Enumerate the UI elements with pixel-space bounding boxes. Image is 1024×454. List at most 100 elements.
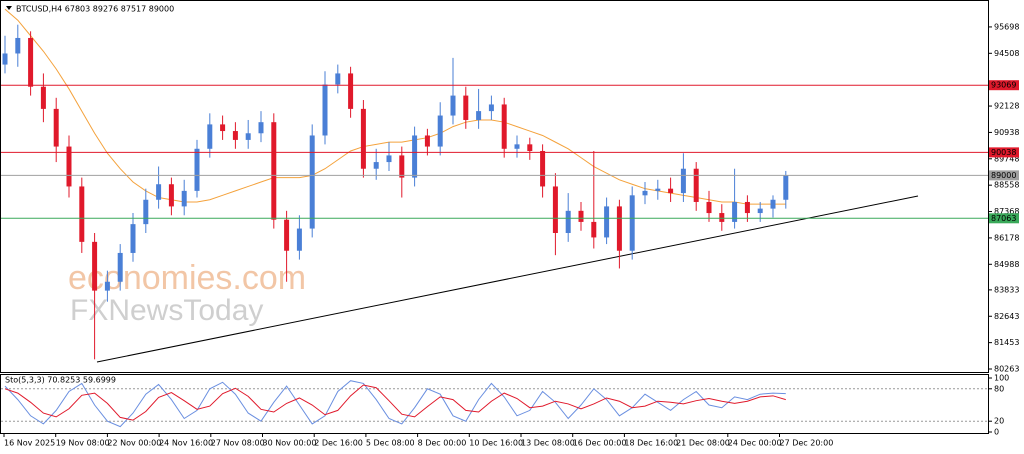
candle-body <box>744 201 750 214</box>
candle-body <box>655 188 661 191</box>
candle-body <box>450 95 456 116</box>
candle-body <box>181 190 187 207</box>
candle-body <box>732 201 738 222</box>
x-tick-label: 24 Dec 00:00 <box>728 439 782 448</box>
x-tick-label: 30 Nov 00:00 <box>263 439 317 448</box>
x-tick-label: 13 Dec 08:00 <box>521 439 575 448</box>
candle-body <box>757 208 763 214</box>
candle-body <box>680 168 686 194</box>
y-tick-label: 88558 <box>994 181 1019 190</box>
x-tick-label: 5 Dec 08:00 <box>366 439 415 448</box>
x-tick-label: 24 Nov 16:00 <box>159 439 213 448</box>
candle-body <box>245 133 251 140</box>
candle-body <box>258 122 264 134</box>
candle-body <box>629 195 635 251</box>
x-tick-label: 27 Nov 08:00 <box>211 439 265 448</box>
y-tick-label: 80263 <box>994 365 1019 374</box>
x-tick-label: 22 Nov 00:00 <box>107 439 161 448</box>
candle-body <box>591 221 597 238</box>
candle-body <box>527 144 533 151</box>
y-tick-label: 83833 <box>994 285 1019 294</box>
candle-body <box>642 190 648 196</box>
stoch-title: Sto(5,3,3) 70.8253 59.6999 <box>5 376 116 385</box>
level-label: 90038 <box>991 148 1016 157</box>
candle-body <box>66 146 72 187</box>
level-label: 87063 <box>991 214 1016 223</box>
candle-body <box>309 135 315 229</box>
y-tick-label: 84988 <box>994 260 1019 269</box>
candle-body <box>79 186 85 242</box>
level-label-bg <box>989 147 1019 158</box>
candle-body <box>463 95 469 120</box>
candle-body <box>117 252 123 282</box>
candle-body <box>386 155 392 163</box>
y-tick-label: 82643 <box>994 312 1019 321</box>
candle-body <box>232 131 238 140</box>
candle-body <box>348 73 354 109</box>
candle-body <box>2 53 8 65</box>
y-tick-label: 90938 <box>994 128 1019 137</box>
candle-body <box>168 184 174 207</box>
candle-body <box>668 188 674 194</box>
x-tick-label: 2 Dec 16:00 <box>314 439 363 448</box>
candle-body <box>284 219 290 251</box>
level-label-bg <box>989 213 1019 224</box>
candle-body <box>207 124 213 149</box>
candle-body <box>604 206 610 238</box>
candle-body <box>53 108 59 147</box>
x-tick-label: 27 Dec 20:00 <box>780 439 834 448</box>
y-tick-label: 95698 <box>994 22 1019 31</box>
candle-body <box>399 155 405 178</box>
candle-body <box>719 213 725 222</box>
main-frame <box>0 0 989 373</box>
candle-body <box>437 115 443 147</box>
candle-body <box>373 162 379 169</box>
candle-body <box>271 122 277 220</box>
y-tick-label: 87368 <box>994 207 1019 216</box>
level-label: 89000 <box>991 171 1016 180</box>
candle-body <box>143 199 149 225</box>
y-tick-label: 89748 <box>994 154 1019 163</box>
candle-body <box>770 199 776 209</box>
candle-body <box>514 144 520 149</box>
candle-body <box>783 175 789 200</box>
x-tick-label: 10 Dec 16:00 <box>469 439 523 448</box>
menu-arrow[interactable] <box>6 6 12 10</box>
x-tick-label: 16 Dec 00:00 <box>573 439 627 448</box>
candle-body <box>578 210 584 222</box>
candle-body <box>412 135 418 178</box>
candle-body <box>40 86 46 109</box>
stoch-line <box>4 380 786 428</box>
candle-body <box>156 184 162 200</box>
candle-body <box>488 104 494 112</box>
candle-body <box>296 228 302 251</box>
trendline <box>96 195 919 363</box>
y-tick-label: 94508 <box>994 49 1019 58</box>
stoch-line <box>4 384 786 421</box>
candle-body <box>335 73 341 85</box>
y-tick-label: 80 <box>994 384 1004 393</box>
candle-body <box>693 168 699 202</box>
candle-body <box>424 135 430 147</box>
candle-body <box>92 241 98 291</box>
candle-body <box>220 124 226 132</box>
candle-body <box>15 37 21 54</box>
candle-body <box>476 111 482 120</box>
x-tick-label: 8 Dec 00:00 <box>418 439 467 448</box>
candle-body <box>194 148 200 191</box>
stoch-frame <box>0 374 989 434</box>
level-label: 93069 <box>991 81 1016 90</box>
candle-body <box>616 206 622 251</box>
candle-body <box>322 84 328 136</box>
watermark: economies.com <box>68 259 306 297</box>
y-tick-label: 86178 <box>994 233 1019 242</box>
candle-body <box>565 210 571 233</box>
candle-body <box>104 281 110 291</box>
y-tick-label: 100 <box>994 374 1009 383</box>
candle-body <box>130 224 136 253</box>
x-tick-label: 19 Nov 08:00 <box>56 439 110 448</box>
watermark: FXNewsToday <box>70 294 263 327</box>
y-tick-label: 81453 <box>994 338 1019 347</box>
candle-body <box>552 186 558 233</box>
